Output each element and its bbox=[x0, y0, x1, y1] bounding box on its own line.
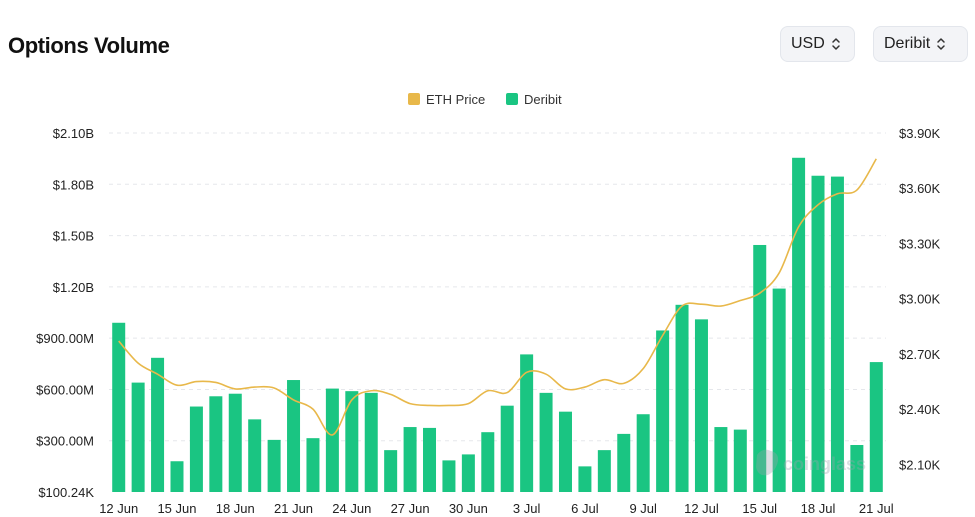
bar-14-jun[interactable] bbox=[151, 357, 165, 492]
x-axis-tick-label: 21 Jun bbox=[274, 501, 313, 516]
legend-label: Deribit bbox=[524, 92, 562, 107]
bar-1-jul[interactable] bbox=[481, 432, 495, 492]
bar-15-jul[interactable] bbox=[753, 244, 767, 492]
currency-select-value: USD bbox=[791, 35, 825, 52]
x-axis-tick-label: 24 Jun bbox=[332, 501, 371, 516]
right-axis-tick-label: $2.10K bbox=[899, 457, 941, 472]
left-axis-tick-label: $100.24K bbox=[38, 485, 94, 500]
legend-swatch bbox=[506, 93, 518, 105]
right-axis-tick-label: $2.70K bbox=[899, 347, 941, 362]
bar-18-jul[interactable] bbox=[811, 175, 825, 492]
bar-10-jul[interactable] bbox=[656, 330, 670, 492]
bar-7-jul[interactable] bbox=[597, 450, 611, 492]
x-axis-tick-label: 9 Jul bbox=[629, 501, 657, 516]
bar-29-jun[interactable] bbox=[442, 460, 456, 492]
bar-12-jul[interactable] bbox=[694, 319, 708, 492]
x-axis-tick-label: 15 Jun bbox=[157, 501, 196, 516]
x-axis-tick-label: 21 Jul bbox=[859, 501, 894, 516]
left-axis-tick-label: $2.10B bbox=[53, 126, 94, 141]
bar-21-jul[interactable] bbox=[869, 362, 883, 492]
currency-select[interactable]: USD bbox=[780, 26, 855, 62]
bar-17-jul[interactable] bbox=[792, 157, 806, 492]
bar-21-jun[interactable] bbox=[287, 380, 301, 492]
bar-8-jul[interactable] bbox=[617, 433, 631, 492]
x-axis-tick-label: 12 Jul bbox=[684, 501, 719, 516]
left-axis-tick-label: $1.20B bbox=[53, 280, 94, 295]
bar-15-jun[interactable] bbox=[170, 461, 184, 492]
bar-22-jun[interactable] bbox=[306, 438, 320, 492]
bar-27-jun[interactable] bbox=[403, 427, 417, 492]
bar-5-jul[interactable] bbox=[558, 411, 572, 492]
bar-30-jun[interactable] bbox=[461, 454, 475, 492]
right-axis: $2.10K $2.40K $2.70K $3.00K $3.30K $3.60K $3.9… bbox=[899, 126, 941, 472]
bar-20-jul[interactable] bbox=[850, 445, 864, 492]
x-axis-tick-label: 27 Jun bbox=[391, 501, 430, 516]
bar-17-jun[interactable] bbox=[209, 396, 223, 492]
bar-25-jun[interactable] bbox=[364, 392, 378, 492]
chevron-up-down-icon bbox=[936, 37, 946, 51]
bar-26-jun[interactable] bbox=[384, 450, 398, 492]
bar-13-jul[interactable] bbox=[714, 427, 728, 492]
bar-20-jun[interactable] bbox=[267, 439, 281, 492]
legend-item-deribit[interactable]: Deribit bbox=[506, 92, 562, 107]
bar-11-jul[interactable] bbox=[675, 304, 689, 492]
legend: ETH Price Deribit bbox=[408, 92, 562, 107]
bar-9-jul[interactable] bbox=[636, 414, 650, 492]
x-axis-tick-label: 12 Jun bbox=[99, 501, 138, 516]
right-axis-tick-label: $3.90K bbox=[899, 126, 941, 141]
left-axis-tick-label: $300.00M bbox=[36, 434, 94, 449]
left-axis-tick-label: $1.80B bbox=[53, 177, 94, 192]
left-axis-tick-label: $600.00M bbox=[36, 382, 94, 397]
watermark-logo-icon bbox=[756, 449, 779, 476]
grid-lines bbox=[109, 132, 886, 442]
legend-label: ETH Price bbox=[426, 92, 485, 107]
exchange-select[interactable]: Deribit bbox=[873, 26, 968, 62]
bar-23-jun[interactable] bbox=[325, 388, 339, 492]
line-series-eth-price bbox=[118, 158, 877, 436]
page-title: Options Volume bbox=[8, 33, 170, 58]
bar-3-jul[interactable] bbox=[520, 354, 534, 492]
x-axis: 12 Jun 15 Jun 18 Jun 21 Jun 24 Jun 27 Jun 30 J… bbox=[99, 501, 894, 516]
left-axis-tick-label: $1.50B bbox=[53, 229, 94, 244]
bar-14-jul[interactable] bbox=[733, 429, 747, 492]
exchange-select-value: Deribit bbox=[884, 35, 931, 52]
bar-19-jun[interactable] bbox=[248, 419, 262, 492]
bar-6-jul[interactable] bbox=[578, 466, 592, 492]
x-axis-tick-label: 30 Jun bbox=[449, 501, 488, 516]
bar-12-jun[interactable] bbox=[112, 322, 126, 492]
x-axis-tick-label: 6 Jul bbox=[571, 501, 599, 516]
bar-16-jul[interactable] bbox=[772, 288, 786, 492]
right-axis-tick-label: $3.60K bbox=[899, 181, 941, 196]
right-axis-tick-label: $2.40K bbox=[899, 402, 941, 417]
x-axis-tick-label: 3 Jul bbox=[513, 501, 541, 516]
legend-item-eth-price[interactable]: ETH Price bbox=[408, 92, 485, 107]
bar-18-jun[interactable] bbox=[228, 393, 242, 492]
bar-24-jun[interactable] bbox=[345, 391, 359, 492]
eth-price-line bbox=[118, 158, 877, 436]
watermark-text: coinglass bbox=[783, 454, 866, 474]
right-axis-tick-label: $3.00K bbox=[899, 292, 941, 307]
right-axis-tick-label: $3.30K bbox=[899, 236, 941, 251]
x-axis-tick-label: 18 Jun bbox=[216, 501, 255, 516]
chevron-up-down-icon bbox=[831, 37, 841, 51]
left-axis: $100.24K $300.00M $600.00M $900.00M $1.20B $1… bbox=[36, 126, 94, 500]
bar-4-jul[interactable] bbox=[539, 392, 553, 492]
bar-19-jul[interactable] bbox=[830, 176, 844, 492]
left-axis-tick-label: $900.00M bbox=[36, 331, 94, 346]
bar-13-jun[interactable] bbox=[131, 382, 145, 492]
bar-series-deribit bbox=[112, 157, 883, 492]
x-axis-tick-label: 15 Jul bbox=[742, 501, 777, 516]
bar-28-jun[interactable] bbox=[423, 427, 437, 492]
bar-2-jul[interactable] bbox=[500, 405, 514, 492]
bar-16-jun[interactable] bbox=[189, 406, 203, 492]
watermark: coinglass bbox=[756, 449, 866, 476]
x-axis-tick-label: 18 Jul bbox=[801, 501, 836, 516]
legend-swatch bbox=[408, 93, 420, 105]
